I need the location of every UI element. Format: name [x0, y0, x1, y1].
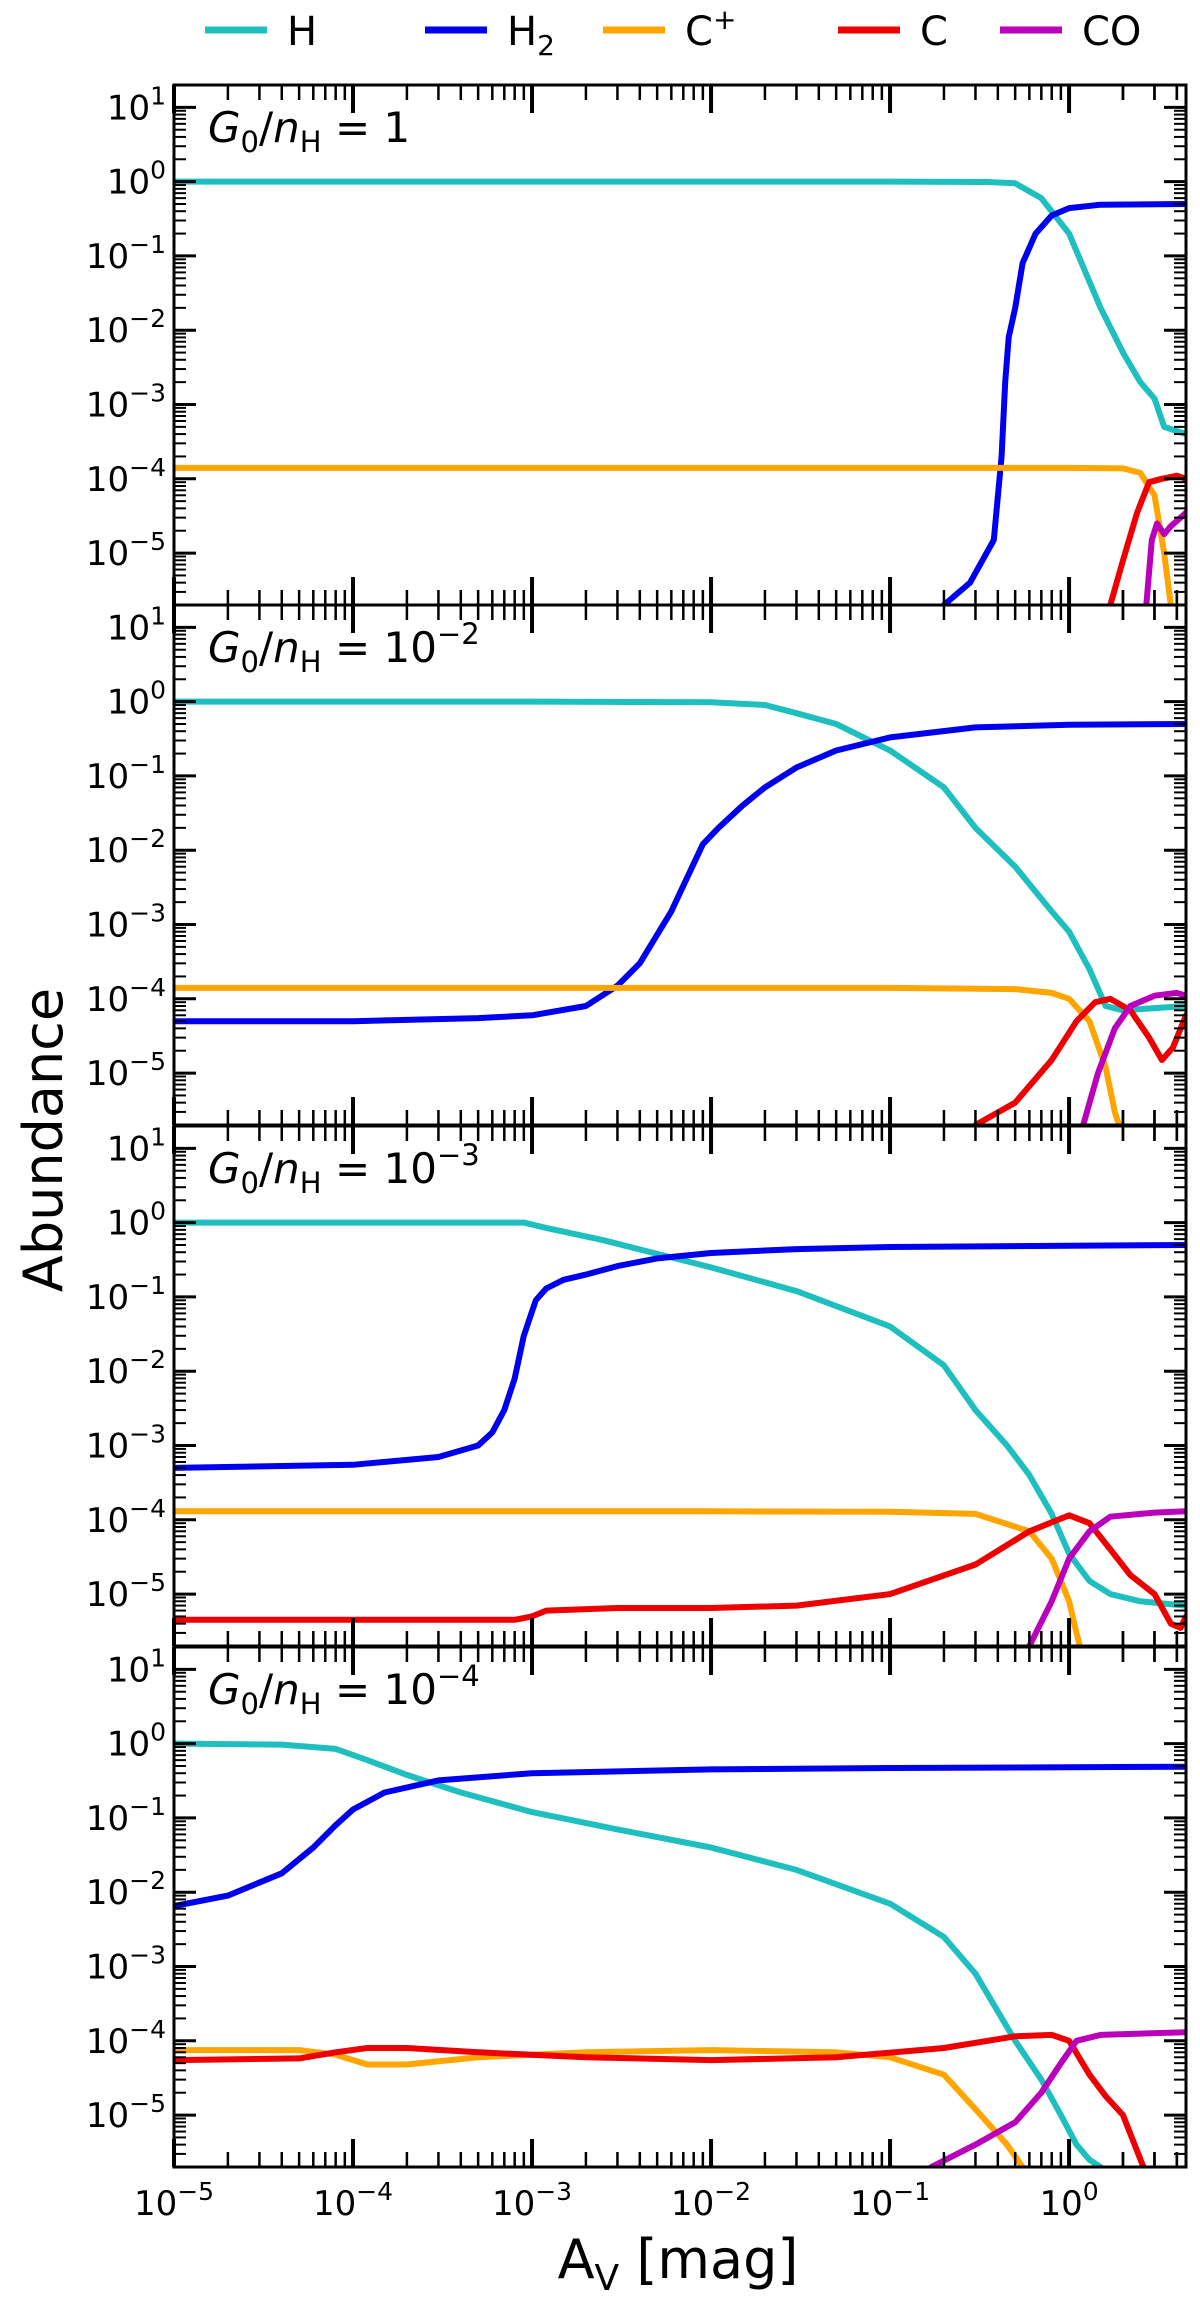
panel-annotation: G0/nH = 10−2: [208, 617, 480, 679]
y-tick-label: 10−4: [86, 973, 166, 1020]
series-line: [174, 721, 1186, 1025]
legend-label: CO: [1082, 9, 1141, 55]
plot-frame: [172, 1124, 1188, 1648]
y-tick-label: 10−5: [86, 1047, 166, 1094]
series-line: [928, 2029, 1186, 2167]
y-tick-label: 100: [107, 676, 166, 723]
series-line: [174, 1512, 1186, 1631]
series-line: [174, 1763, 1186, 1910]
series-line: [174, 1508, 1083, 1646]
legend-label: H2: [507, 9, 555, 62]
panel-annotation: G0/nH = 10−4: [208, 1659, 480, 1721]
legend-entry: H2: [425, 9, 555, 62]
legend-entry: C+: [603, 3, 736, 55]
x-tick-label: 100: [1039, 2177, 1098, 2224]
y-axis-label: Abundance: [12, 988, 75, 1292]
series-line: [1080, 989, 1186, 1125]
legend: H H2 C+ C CO: [205, 3, 1141, 62]
y-tick-label: 10−1: [86, 230, 166, 277]
series-line: [940, 201, 1186, 605]
panel-annotation: G0/nH = 1: [208, 103, 410, 159]
y-tick-label: 100: [107, 156, 166, 203]
series-line: [174, 1219, 1186, 1609]
series-line: [174, 1740, 1104, 2167]
series-line: [174, 984, 1122, 1125]
legend-label: C+: [685, 3, 736, 55]
panel: 101 100 10−1 10−2 10−3 10−4 10−5 G0/nH = 10−3: [86, 1122, 1188, 1648]
series-line: [1107, 472, 1186, 605]
y-tick-label: 10−2: [86, 304, 166, 351]
x-tick-label: 10−5: [134, 2177, 214, 2224]
y-tick-label: 10−1: [86, 750, 166, 797]
plot-frame: [172, 83, 1188, 607]
y-tick-label: 10−2: [86, 1866, 166, 1913]
x-tick-label: 10−1: [850, 2177, 930, 2224]
series-line: [972, 995, 1186, 1125]
y-tick-label: 10−5: [86, 1568, 166, 1615]
y-tick-label: 10−3: [86, 1420, 166, 1467]
panel: 101 100 10−1 10−2 10−3 10−4 10−5 G0/nH = 10−4: [86, 1643, 1188, 2169]
y-tick-label: 10−4: [86, 2015, 166, 2062]
legend-entry: H: [205, 9, 317, 55]
panel: 101 100 10−1 10−2 10−3 10−4 10−5 G0/nH = 1: [86, 81, 1188, 607]
y-tick-label: 10−5: [86, 2089, 166, 2136]
series-line: [174, 2031, 1147, 2167]
plot-frame: [172, 1645, 1188, 2169]
y-tick-label: 10−2: [86, 824, 166, 871]
y-tick-label: 10−5: [86, 527, 166, 574]
y-tick-label: 101: [107, 81, 166, 128]
x-axis-label: AV [mag]: [558, 2228, 799, 2299]
legend-entry: C: [838, 9, 948, 55]
y-tick-label: 10−3: [86, 379, 166, 426]
series-line: [174, 698, 1186, 1014]
series-line: [174, 464, 1174, 605]
x-tick-label: 10−3: [492, 2177, 572, 2224]
y-tick-label: 101: [107, 1643, 166, 1690]
x-tick-label: 10−4: [313, 2177, 393, 2224]
y-tick-label: 10−4: [86, 1494, 166, 1541]
series-line: [174, 178, 1186, 438]
y-tick-label: 10−3: [86, 1941, 166, 1988]
y-tick-label: 100: [107, 1718, 166, 1765]
y-tick-label: 101: [107, 601, 166, 648]
series-line: [174, 2047, 1026, 2167]
plot-frame: [172, 603, 1188, 1127]
panel-annotation: G0/nH = 10−3: [208, 1138, 480, 1200]
y-tick-label: 10−1: [86, 1792, 166, 1839]
y-tick-label: 10−4: [86, 453, 166, 500]
y-tick-label: 10−3: [86, 899, 166, 946]
y-tick-label: 100: [107, 1197, 166, 1244]
y-tick-label: 10−2: [86, 1345, 166, 1392]
y-tick-label: 10−1: [86, 1271, 166, 1318]
series-line: [1026, 1508, 1186, 1646]
panel: 101 100 10−1 10−2 10−3 10−4 10−5 G0/nH = 10−2: [86, 601, 1188, 1127]
legend-label: H: [287, 9, 317, 55]
x-tick-label: 10−2: [671, 2177, 751, 2224]
legend-entry: CO: [1000, 9, 1141, 55]
series-line: [174, 1242, 1186, 1471]
legend-label: C: [920, 9, 948, 55]
y-tick-label: 101: [107, 1122, 166, 1169]
